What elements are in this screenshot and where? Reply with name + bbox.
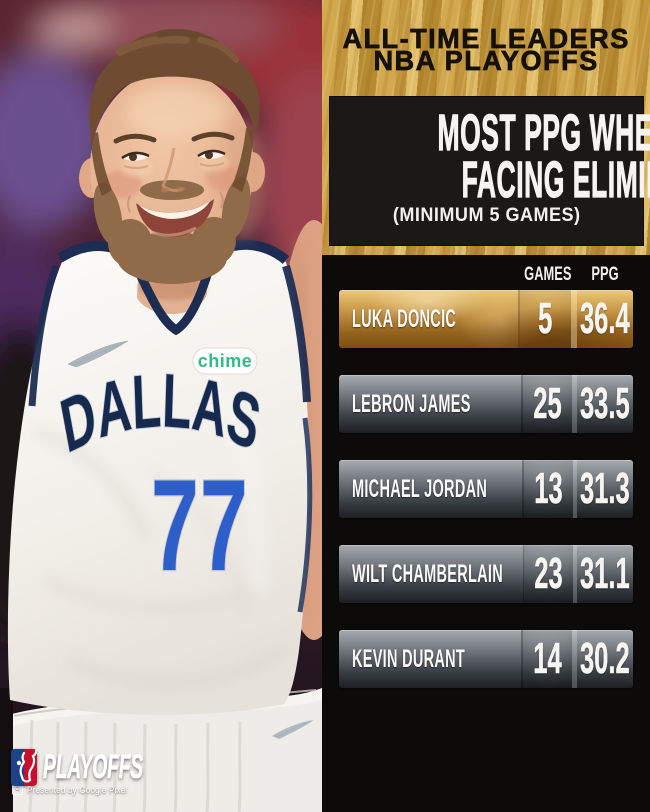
jersey-number: 77 — [150, 452, 249, 599]
banner: ALL-TIME LEADERS NBA PLAYOFFS — [322, 0, 650, 96]
player-name: MICHAEL JORDAN — [352, 474, 488, 503]
background-sliver — [0, 688, 13, 812]
games-value: 14 — [533, 634, 562, 684]
sponsor-patch-label: chime — [198, 351, 253, 371]
title-line1: MOST PPG WHEN — [437, 104, 650, 161]
table-row: MICHAEL JORDAN 13 31.3 — [339, 460, 633, 518]
title-line2: FACING ELIMINATION — [461, 151, 650, 208]
column-header-ppg: PPG — [591, 263, 619, 285]
eyes — [121, 149, 226, 169]
sponsor-patch: chime — [192, 347, 258, 375]
table-row: WILT CHAMBERLAIN 23 31.1 — [339, 545, 633, 603]
table-row: KEVIN DURANT 14 30.2 — [339, 630, 633, 688]
games-value: 13 — [533, 464, 563, 514]
player-name: WILT CHAMBERLAIN — [352, 559, 503, 588]
player-name: LEBRON JAMES — [352, 389, 471, 418]
player-photo: chime DALLAS 77 — [0, 0, 322, 812]
presented-by-text: Presented by Google Pixel — [27, 784, 128, 795]
playoffs-wordmark: PLAYOFFS — [43, 748, 144, 786]
jersey: chime DALLAS 77 — [7, 239, 313, 715]
jersey-folds — [32, 377, 289, 687]
ppg-value: 31.1 — [580, 549, 630, 599]
title-note: (MINIMUM 5 GAMES) — [392, 205, 581, 226]
shorts-swoosh-icon — [272, 720, 314, 739]
ppg-value: 31.3 — [580, 464, 630, 514]
nba-logo-icon — [11, 749, 37, 786]
banner-line2: NBA PLAYOFFS — [373, 44, 599, 76]
banner-line1: ALL-TIME LEADERS — [342, 22, 630, 54]
games-value: 25 — [533, 379, 562, 429]
ppg-value: 33.5 — [580, 379, 630, 429]
hair — [89, 28, 260, 196]
leaders-table: GAMES PPG LUKA DONCIC 5 36.4 LEBRON JAME… — [322, 255, 650, 812]
games-value: 5 — [538, 294, 553, 344]
table-row: LEBRON JAMES 25 33.5 — [339, 375, 633, 433]
eyebrow-right — [191, 131, 235, 142]
player-name: LUKA DONCIC — [352, 304, 457, 333]
title-panel: MOST PPG WHEN FACING ELIMINATION (MINIMU… — [329, 96, 650, 246]
nike-swoosh-icon — [67, 340, 129, 368]
mouth — [127, 191, 224, 238]
games-value: 23 — [534, 549, 563, 599]
column-header-games: GAMES — [524, 263, 572, 285]
face — [79, 28, 265, 284]
nose — [161, 147, 185, 193]
table-header: GAMES PPG — [339, 263, 633, 285]
ppg-value: 36.4 — [580, 294, 630, 344]
ppg-value: 30.2 — [580, 634, 630, 684]
nba-playoffs-lockup: PLAYOFFS G Presented by Google Pixel — [11, 748, 211, 795]
table-row: LUKA DONCIC 5 36.4 — [339, 290, 633, 348]
stats-panel: ALL-TIME LEADERS NBA PLAYOFFS MOST PPG W… — [322, 0, 650, 812]
player-name: KEVIN DURANT — [352, 644, 466, 673]
eyebrow-left — [113, 133, 157, 144]
svg-text:77: 77 — [151, 453, 249, 598]
collar — [129, 256, 217, 336]
player-photo-art: chime DALLAS 77 — [0, 0, 322, 812]
beard — [93, 176, 251, 284]
